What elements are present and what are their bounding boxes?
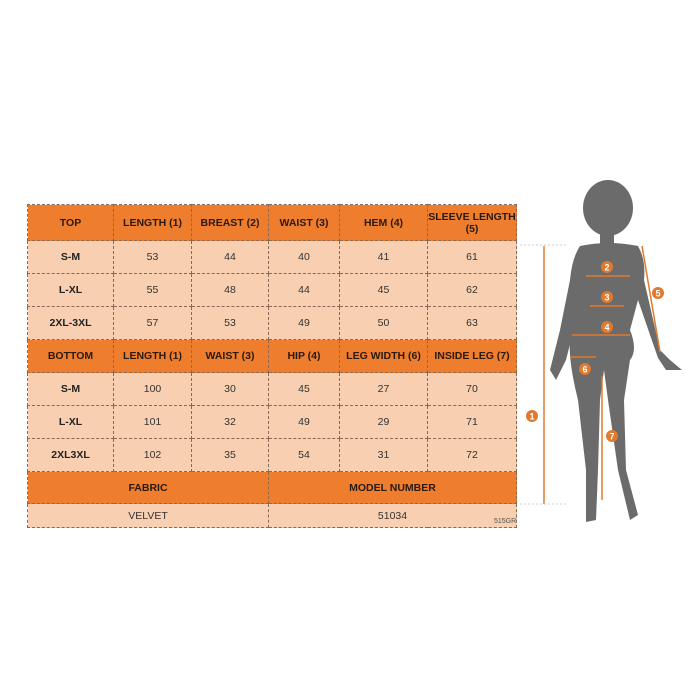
column-header: WAIST (3)	[268, 204, 340, 241]
marker-2: 2	[601, 261, 613, 273]
table-cell: 71	[427, 405, 517, 439]
marker-3: 3	[601, 291, 613, 303]
marker-5: 5	[652, 287, 664, 299]
table-cell: 49	[268, 405, 340, 439]
product-code: 515GR	[494, 518, 517, 525]
marker-7: 7	[606, 430, 618, 442]
column-header: BREAST (2)	[191, 204, 269, 241]
table-cell: 48	[191, 273, 269, 307]
column-header: WAIST (3)	[191, 339, 269, 373]
table-cell: 41	[339, 240, 428, 274]
table-cell: 29	[339, 405, 428, 439]
table-row: S-M 53 44 40 41 61	[27, 240, 517, 274]
silhouette	[550, 180, 682, 522]
column-header: LEG WIDTH (6)	[339, 339, 428, 373]
table-cell: 70	[427, 372, 517, 406]
table-cell: 102	[113, 438, 192, 472]
table-cell: 54	[268, 438, 340, 472]
column-header: SLEEVE LENGTH (5)	[427, 204, 517, 241]
column-header: HEM (4)	[339, 204, 428, 241]
table-row: 2XL3XL 102 35 54 31 72	[27, 438, 517, 472]
header-row: BOTTOM LENGTH (1) WAIST (3) HIP (4) LEG WIDT…	[27, 339, 517, 373]
measure-lines	[543, 245, 661, 504]
table-cell: 50	[339, 306, 428, 340]
column-header: BOTTOM	[27, 339, 114, 373]
svg-text:6: 6	[582, 365, 587, 375]
marker-6: 6	[579, 363, 591, 375]
table-cell: 61	[427, 240, 517, 274]
table-cell: 30	[191, 372, 269, 406]
table-cell: 40	[268, 240, 340, 274]
column-header: LENGTH (1)	[113, 204, 192, 241]
table-cell: 44	[191, 240, 269, 274]
table-row: L-XL 101 32 49 29 71	[27, 405, 517, 439]
table-cell: 35	[191, 438, 269, 472]
fabric-row: FABRIC MODEL NUMBER	[27, 471, 517, 504]
table-cell: 44	[268, 273, 340, 307]
size-label: 2XL-3XL	[27, 306, 114, 340]
size-label: S-M	[27, 240, 114, 274]
column-header: TOP	[27, 204, 114, 241]
fabric: VELVET	[27, 503, 269, 528]
size-label: L-XL	[27, 273, 114, 307]
svg-text:2: 2	[604, 263, 609, 273]
header-row: TOP LENGTH (1) BREAST (2) WAIST (3) HEM (4) S…	[27, 204, 517, 241]
column-header: LENGTH (1)	[113, 339, 192, 373]
table-cell: 62	[427, 273, 517, 307]
table-cell: 45	[268, 372, 340, 406]
table-cell: 53	[191, 306, 269, 340]
table-cell: 27	[339, 372, 428, 406]
table-row: S-M 100 30 45 27 70	[27, 372, 517, 406]
size-label: S-M	[27, 372, 114, 406]
table-cell: 63	[427, 306, 517, 340]
marker-1: 1	[526, 410, 538, 422]
table-cell: 32	[191, 405, 269, 439]
column-header: HIP (4)	[268, 339, 340, 373]
size-label: 2XL3XL	[27, 438, 114, 472]
column-header: INSIDE LEG (7)	[427, 339, 517, 373]
model: 51034	[268, 503, 517, 528]
table-row: L-XL 55 48 44 45 62	[27, 273, 517, 307]
table-cell: 57	[113, 306, 192, 340]
marker-4: 4	[601, 321, 613, 333]
svg-text:5: 5	[655, 289, 660, 299]
fabric-label: FABRIC	[27, 471, 269, 504]
table-cell: 55	[113, 273, 192, 307]
svg-text:4: 4	[604, 323, 609, 333]
body-measurement-figure: 1 2 3 4 5 6 7	[520, 180, 682, 522]
svg-text:1: 1	[529, 412, 534, 422]
table-cell: 100	[113, 372, 192, 406]
table-cell: 101	[113, 405, 192, 439]
table-cell: 72	[427, 438, 517, 472]
table-cell: 49	[268, 306, 340, 340]
size-chart-table: TOP LENGTH (1) BREAST (2) WAIST (3) HEM (4) S…	[27, 204, 517, 528]
table-row: 2XL-3XL 57 53 49 50 63	[27, 306, 517, 340]
fabric-row: VELVET 51034	[27, 503, 517, 528]
table-cell: 45	[339, 273, 428, 307]
svg-text:7: 7	[609, 432, 614, 442]
table-cell: 53	[113, 240, 192, 274]
size-label: L-XL	[27, 405, 114, 439]
table-cell: 31	[339, 438, 428, 472]
svg-text:3: 3	[604, 293, 609, 303]
model-label: MODEL NUMBER	[268, 471, 517, 504]
